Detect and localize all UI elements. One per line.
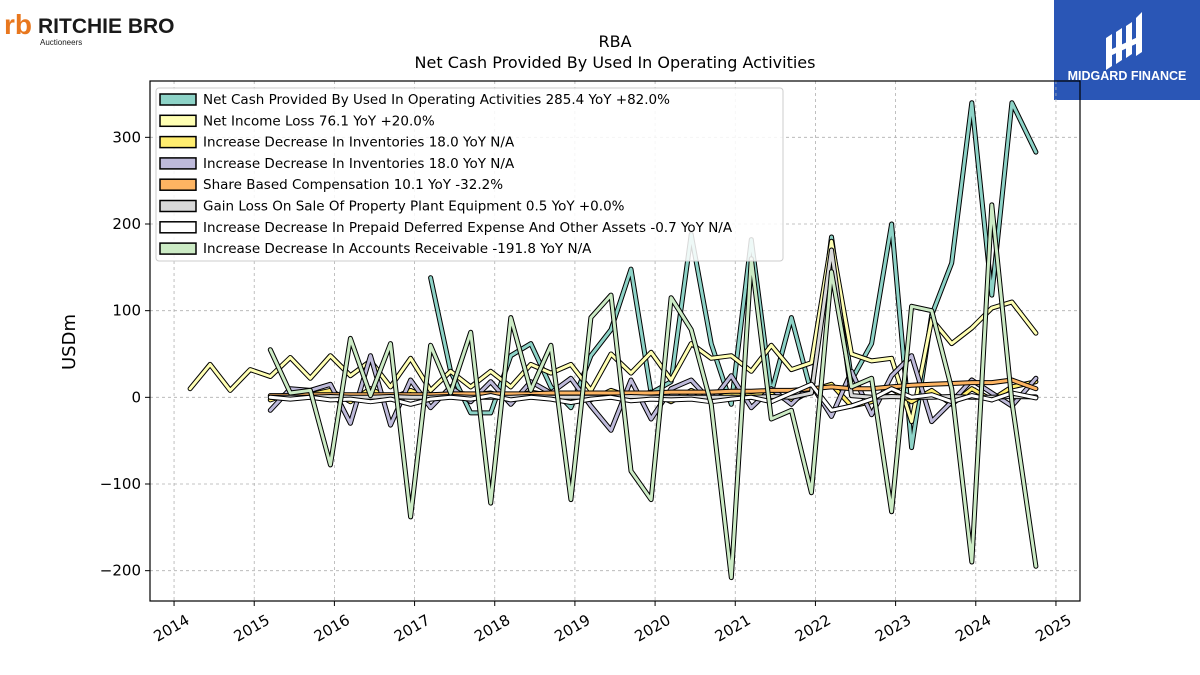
x-tick-label: 2015 [231, 611, 273, 646]
legend-swatch [159, 114, 197, 128]
x-tick-label: 2018 [471, 611, 513, 646]
legend-entry: Increase Decrease In Accounts Receivable… [203, 241, 592, 257]
x-tick-label: 2021 [712, 611, 754, 646]
x-tick-label: 2022 [792, 611, 834, 646]
y-axis-ticks: −200 −100 0 100 200 300 [100, 128, 150, 580]
ritchie-bros-logo: rb RITCHIE BROS. Auctioneers [4, 6, 194, 50]
legend-entry: Increase Decrease In Inventories 18.0 Yo… [203, 135, 515, 151]
legend-entry: Gain Loss On Sale Of Property Plant Equi… [203, 199, 625, 215]
legend-swatch [159, 135, 197, 149]
y-tick-label: 300 [112, 128, 141, 146]
midgard-finance-logo: MIDGARD FINANCE [1054, 0, 1200, 100]
y-tick-label: 200 [112, 215, 141, 233]
x-tick-label: 2024 [952, 611, 994, 646]
series-layer [187, 100, 1039, 581]
legend-entry: Net Cash Provided By Used In Operating A… [203, 92, 670, 108]
legend-swatch [159, 178, 197, 191]
x-tick-label: 2020 [632, 611, 674, 646]
legend-swatch [159, 221, 197, 234]
logo-main-text: RITCHIE BROS. [38, 15, 174, 38]
x-tick-label: 2025 [1032, 611, 1074, 646]
y-axis-label: USDm [59, 314, 80, 370]
legend-swatch [159, 93, 197, 106]
legend-entry: Net Income Loss 76.1 YoY +20.0% [203, 113, 435, 129]
logo-sub-text: Auctioneers [40, 38, 82, 47]
x-axis-ticks: 2014 2015 2016 2017 2018 2019 2020 2021 2022 2023… [151, 601, 1074, 646]
midgard-emblem-icon [1106, 12, 1142, 70]
legend-swatch [159, 199, 197, 213]
series-7 [267, 202, 1039, 581]
series-1 [187, 238, 1039, 425]
chart-title: RBA [598, 32, 631, 51]
legend-entry: Increase Decrease In Inventories 18.0 Yo… [203, 156, 515, 172]
legend-entry: Share Based Compensation 10.1 YoY -32.2% [203, 177, 503, 193]
y-tick-label: −200 [100, 562, 141, 580]
legend: Net Cash Provided By Used In Operating A… [155, 87, 784, 262]
x-tick-label: 2014 [151, 611, 193, 646]
plot-frame [149, 80, 1081, 602]
legend-swatch [159, 242, 197, 255]
x-tick-label: 2023 [872, 611, 914, 646]
y-tick-label: 100 [112, 302, 141, 320]
y-tick-label: 0 [131, 388, 141, 406]
x-tick-label: 2019 [551, 611, 593, 646]
y-tick-label: −100 [100, 475, 141, 493]
logo-rb-mark: rb [4, 9, 32, 40]
x-tick-label: 2016 [311, 611, 353, 646]
series-line [268, 203, 1038, 580]
series-line [188, 239, 1038, 424]
chart-subtitle: Net Cash Provided By Used In Operating A… [415, 53, 816, 72]
logo-right-text: MIDGARD FINANCE [1068, 69, 1187, 83]
x-tick-label: 2017 [391, 611, 433, 646]
legend-entry: Increase Decrease In Prepaid Deferred Ex… [203, 220, 733, 236]
legend-box [155, 87, 784, 262]
legend-swatch [159, 157, 197, 170]
